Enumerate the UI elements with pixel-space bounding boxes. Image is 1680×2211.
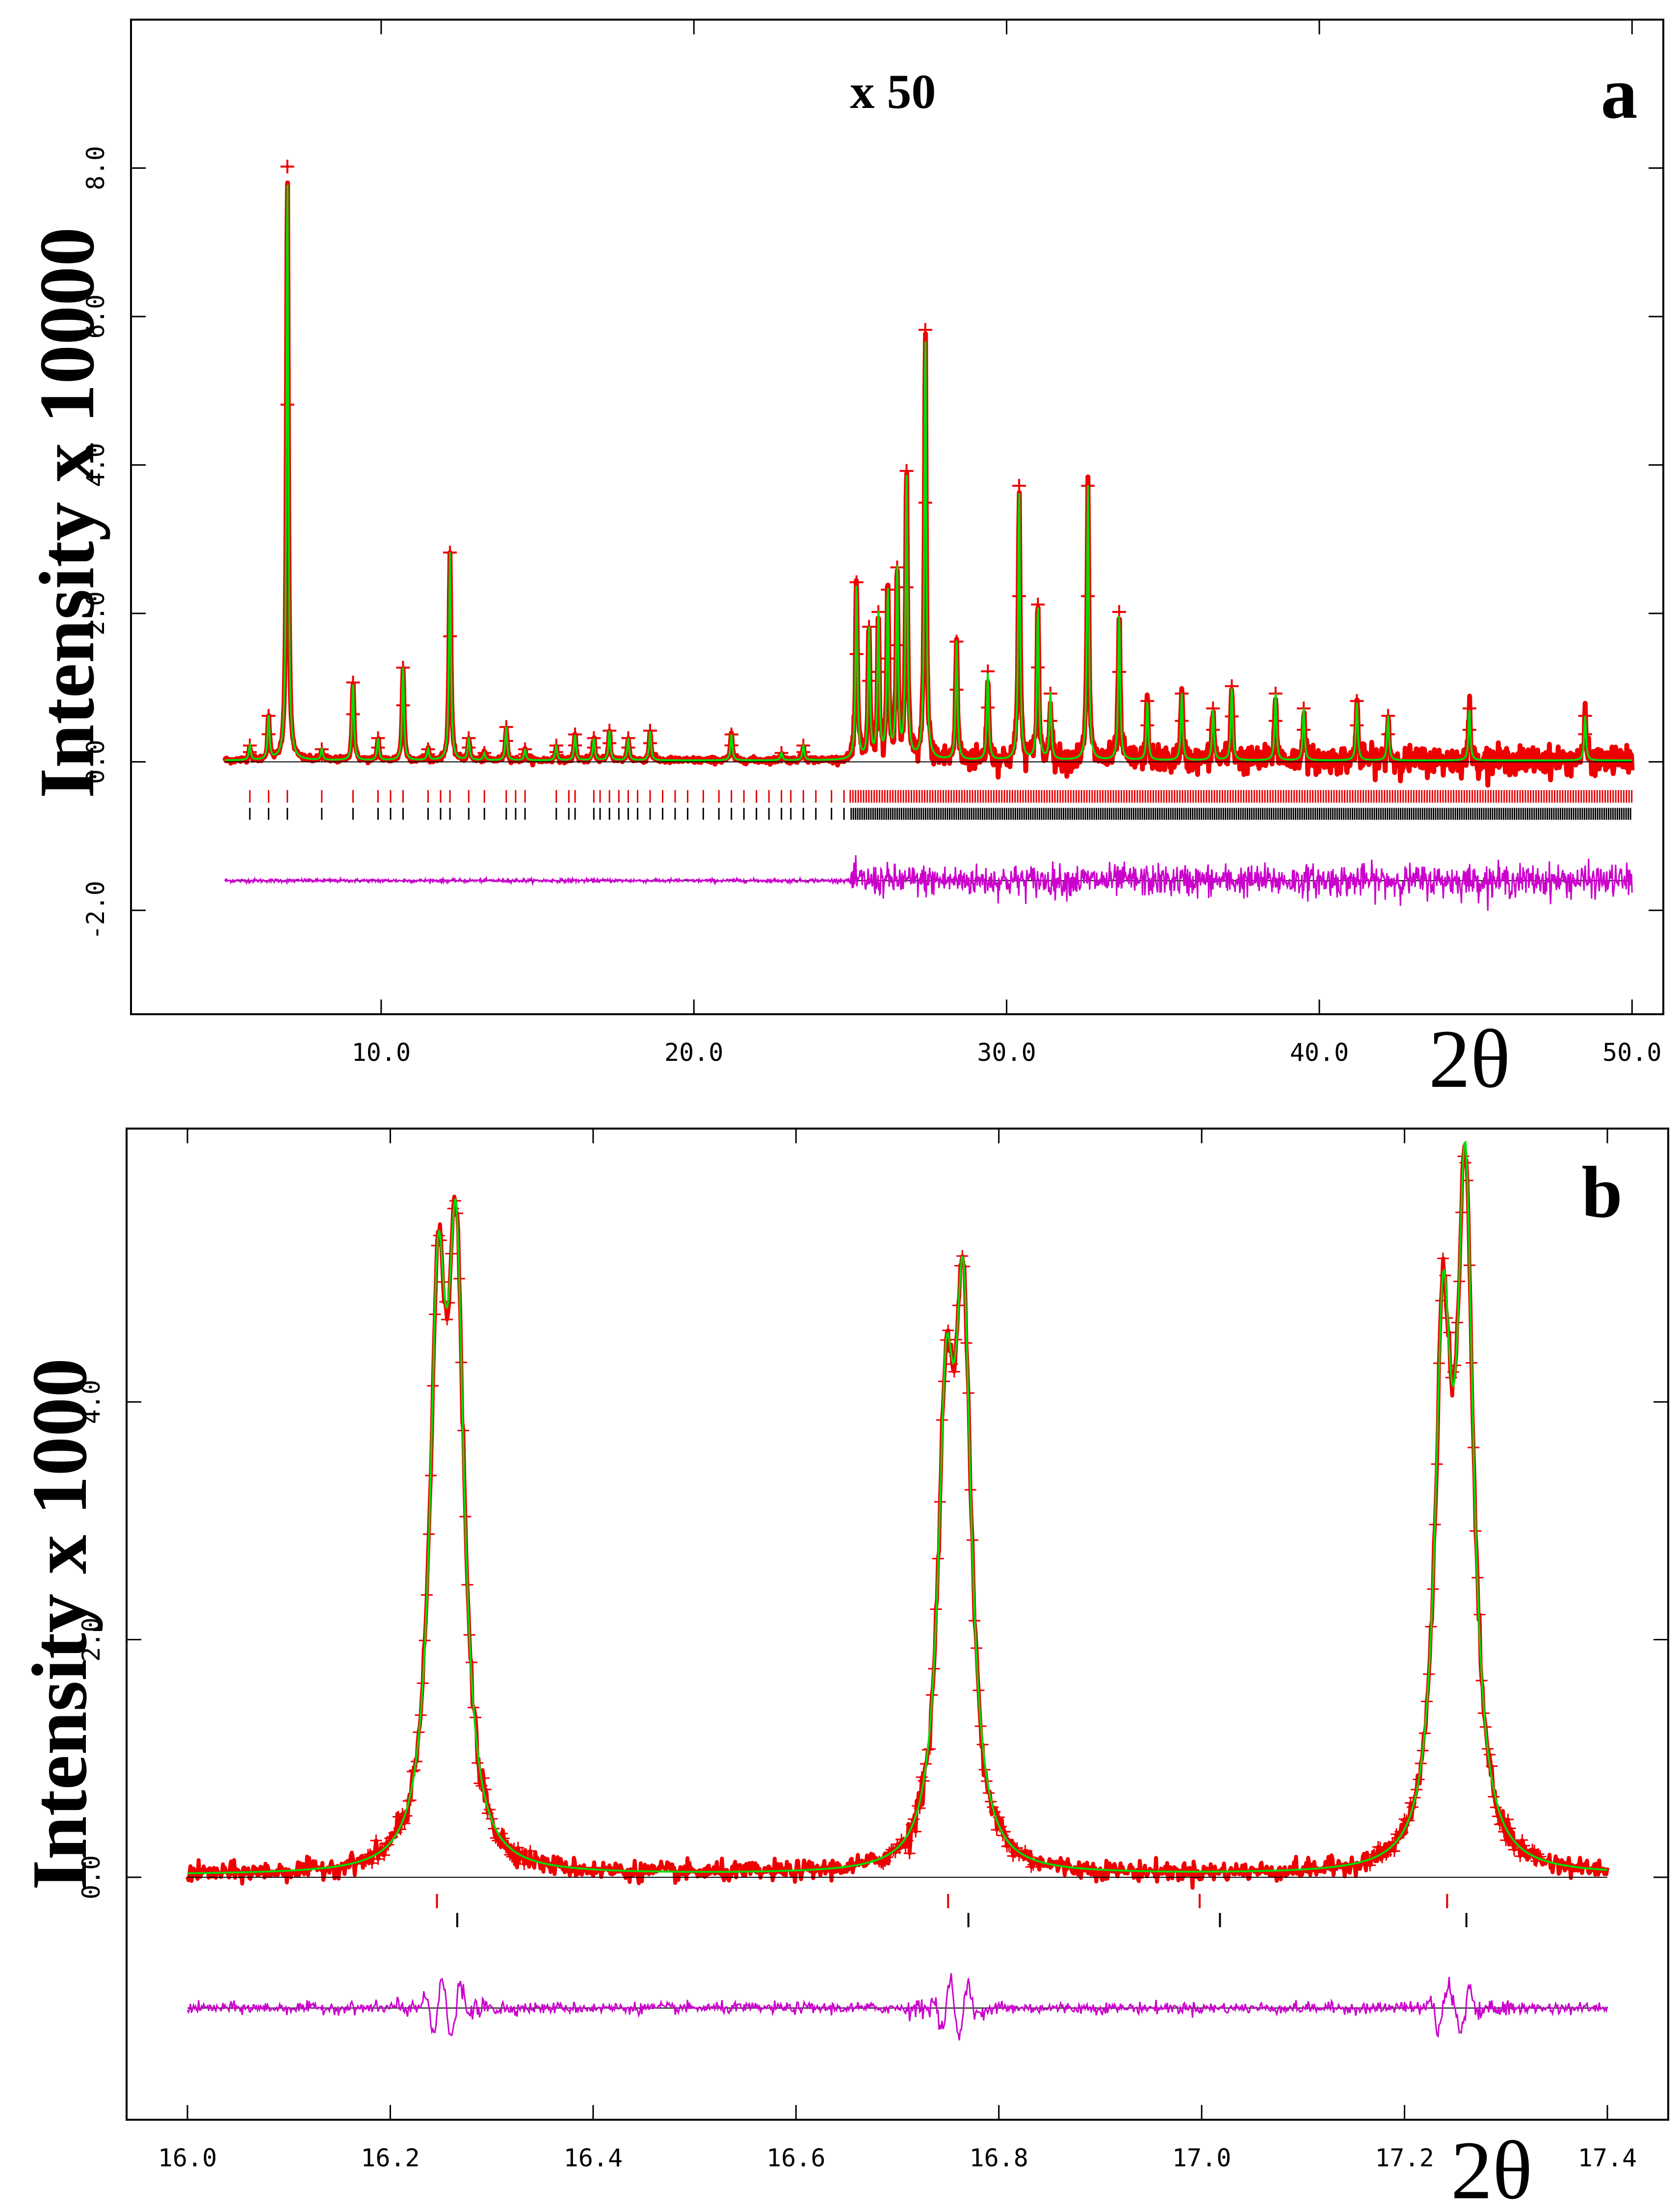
- observed-point: [1447, 1366, 1459, 1378]
- observed-point: [472, 1757, 484, 1769]
- observed-point: [924, 1743, 936, 1755]
- panel-a-xtick-label: 40.0: [1290, 1038, 1349, 1067]
- difference-series-line: [224, 855, 1633, 911]
- panel-b-ytick-label: 4.0: [77, 1380, 105, 1424]
- panel-b-xtick-label: 16.6: [766, 2144, 825, 2172]
- panel-b-data-layer: [185, 1140, 1609, 2041]
- observed-point: [1486, 1760, 1498, 1772]
- panel-b-ytick-label: 0.0: [77, 1855, 105, 1899]
- observed-point: [1364, 1859, 1376, 1871]
- observed-point: [1459, 1157, 1471, 1169]
- panel-b-xtick-label: 17.2: [1375, 2144, 1434, 2172]
- observed-point: [280, 159, 294, 174]
- panel-b-ylabel: Intensity x 1000: [16, 1358, 103, 1891]
- panel-a-ticks: 10.0 20.0 30.0 40.0 50.0 -2.0 0.0 2.0 4.0 6.0 8.0: [81, 20, 1663, 1067]
- difference-series-line: [186, 1973, 1608, 2041]
- observed-point: [1516, 1834, 1528, 1846]
- observed-point: [524, 1845, 536, 1857]
- panel-b-xlabel: 2θ: [1451, 2124, 1532, 2211]
- panel-b-xtick-label: 17.4: [1578, 2144, 1637, 2172]
- chart-panel-a: 10.0 20.0 30.0 40.0 50.0-2.00.02.04.06.08.0 …: [23, 19, 1664, 1105]
- panel-b-xtick-label: 16.0: [158, 2144, 217, 2172]
- panel-a-ytick-label: 4.0: [81, 443, 110, 487]
- panel-a-scale-annotation: x 50: [850, 64, 936, 119]
- panel-a-xtick-label: 20.0: [664, 1038, 723, 1067]
- panel-b-frame: [126, 1128, 1669, 2121]
- observed-point: [899, 1841, 912, 1853]
- calculated-series-line: [225, 184, 1632, 762]
- observed-point: [1388, 1845, 1400, 1857]
- observed-point: [378, 1849, 391, 1861]
- panel-b-xtick-label: 16.4: [564, 2144, 623, 2172]
- chart-panel-b: 16.0 16.2 16.4 16.6 16.8 17.0 17.2 17.4 0.0 2.0 4.…: [16, 1128, 1669, 2211]
- observed-point: [1025, 1861, 1037, 1873]
- observed-point: [504, 1849, 516, 1861]
- panel-a-frame: [130, 19, 1664, 1015]
- observed-point: [910, 1825, 922, 1838]
- observed-point: [372, 1853, 384, 1865]
- panel-a-ytick-label: 2.0: [81, 591, 110, 635]
- panel-a-ytick-label: 0.0: [81, 740, 110, 784]
- panel-a-xtick-label: 30.0: [977, 1038, 1036, 1067]
- observed-point: [1012, 478, 1026, 493]
- observed-point: [1502, 1814, 1514, 1826]
- observed-point: [1490, 1801, 1502, 1814]
- panel-a-letter: a: [1601, 53, 1638, 134]
- observed-point: [441, 1314, 453, 1326]
- observed-point: [1500, 1834, 1512, 1846]
- observed-point: [903, 1847, 916, 1860]
- panel-a-data-layer: [222, 159, 1635, 911]
- panel-a-ytick-label: -2.0: [81, 881, 110, 940]
- observed-point: [398, 1817, 411, 1830]
- observed-point: [918, 323, 932, 337]
- panel-a-ytick-label: 8.0: [81, 146, 110, 190]
- panel-a-xtick-label: 10.0: [352, 1038, 411, 1067]
- observed-point: [492, 1835, 504, 1847]
- observed-point: [1372, 1841, 1384, 1853]
- observed-point: [406, 1765, 419, 1778]
- panel-a-ytick-label: 6.0: [81, 294, 110, 339]
- observed-point: [1526, 1843, 1539, 1856]
- panel-b-letter: b: [1581, 1152, 1622, 1233]
- panel-b-xtick-label: 16.2: [361, 2144, 420, 2172]
- observed-point: [370, 1834, 382, 1846]
- panel-b-ticks: 16.0 16.2 16.4 16.6 16.8 17.0 17.2 17.4 0.0 2.0 4.…: [77, 1129, 1668, 2172]
- observed-point: [502, 1842, 514, 1854]
- observed-point: [479, 1783, 492, 1795]
- observed-point: [877, 1858, 890, 1870]
- panel-b-xtick-label: 17.0: [1172, 2144, 1231, 2172]
- calculated-series-line: [187, 1140, 1608, 1874]
- panel-a-ylabel: Intensity x 10000: [23, 227, 110, 799]
- observed-point: [477, 1772, 490, 1784]
- panel-b-xtick-label: 16.8: [969, 2144, 1028, 2172]
- observed-point: [948, 1366, 960, 1378]
- panel-a-xlabel: 2θ: [1429, 1013, 1510, 1105]
- observed-point: [366, 1857, 378, 1869]
- panel-a-xtick-label: 50.0: [1602, 1038, 1661, 1067]
- panel-b-ytick-label: 2.0: [77, 1617, 105, 1661]
- observed-point: [1514, 1850, 1526, 1862]
- observed-point: [1437, 1252, 1449, 1264]
- observed-point: [1027, 1859, 1039, 1871]
